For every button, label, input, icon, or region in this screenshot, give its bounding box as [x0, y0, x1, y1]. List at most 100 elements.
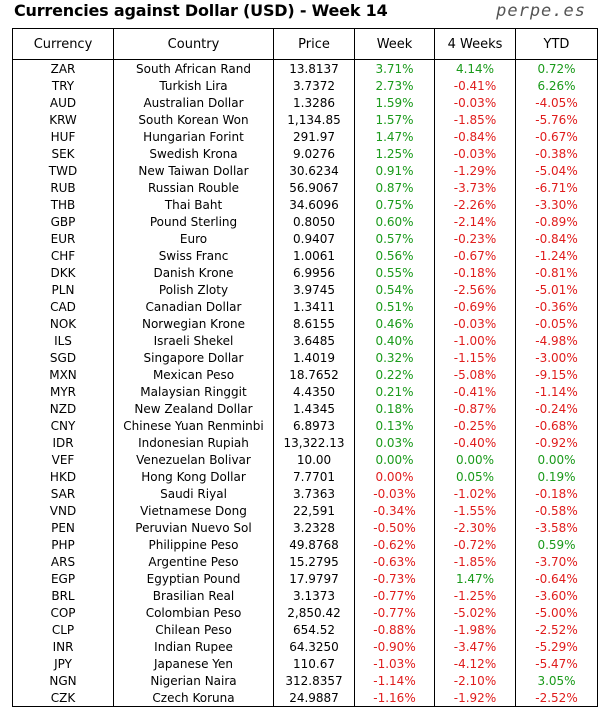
cell-4-weeks: -3.47% — [434, 638, 516, 655]
cell-price: 0.9407 — [273, 230, 355, 247]
cell-week: 0.00% — [354, 468, 435, 485]
cell-price: 1.0061 — [273, 247, 355, 264]
cell-currency: JPY — [12, 655, 114, 672]
cell-week: 1.25% — [354, 145, 435, 162]
cell-currency: ARS — [12, 553, 114, 570]
cell-country: Chilean Peso — [113, 621, 274, 638]
cell-currency: PHP — [12, 536, 114, 553]
cell-4-weeks: -1.85% — [434, 553, 516, 570]
cell-price: 30.6234 — [273, 162, 355, 179]
cell-currency: RUB — [12, 179, 114, 196]
cell-week: -0.77% — [354, 604, 435, 621]
cell-week: -0.50% — [354, 519, 435, 536]
cell-price: 3.7372 — [273, 77, 355, 94]
cell-week: -1.03% — [354, 655, 435, 672]
table-row: TRY Turkish Lira 3.7372 2.73% -0.41% 6.26% — [12, 77, 598, 94]
cell-price: 8.6155 — [273, 315, 355, 332]
cell-currency: EGP — [12, 570, 114, 587]
cell-4-weeks: -5.08% — [434, 366, 516, 383]
cell-price: 312.8357 — [273, 672, 355, 689]
cell-ytd: -3.58% — [515, 519, 598, 536]
cell-country: Argentine Peso — [113, 553, 274, 570]
cell-4-weeks: 1.47% — [434, 570, 516, 587]
cell-week: -0.62% — [354, 536, 435, 553]
table-row: JPY Japanese Yen 110.67 -1.03% -4.12% -5.47% — [12, 655, 598, 672]
cell-currency: CAD — [12, 298, 114, 315]
cell-4-weeks: -0.18% — [434, 264, 516, 281]
cell-currency: ZAR — [12, 59, 114, 77]
table-row: ILS Israeli Shekel 3.6485 0.40% -1.00% -4.98% — [12, 332, 598, 349]
cell-country: Euro — [113, 230, 274, 247]
cell-ytd: -3.60% — [515, 587, 598, 604]
cell-4-weeks: -1.92% — [434, 689, 516, 707]
cell-price: 1.4345 — [273, 400, 355, 417]
table-row: VEF Venezuelan Bolivar 10.00 0.00% 0.00% 0.00… — [12, 451, 598, 468]
cell-currency: NGN — [12, 672, 114, 689]
cell-ytd: -5.04% — [515, 162, 598, 179]
cell-price: 13,322.13 — [273, 434, 355, 451]
cell-currency: COP — [12, 604, 114, 621]
cell-country: Pound Sterling — [113, 213, 274, 230]
cell-currency: BRL — [12, 587, 114, 604]
cell-currency: HKD — [12, 468, 114, 485]
cell-price: 3.2328 — [273, 519, 355, 536]
table-row: INR Indian Rupee 64.3250 -0.90% -3.47% -5.29% — [12, 638, 598, 655]
cell-4-weeks: -1.25% — [434, 587, 516, 604]
cell-ytd: -5.01% — [515, 281, 598, 298]
cell-currency: IDR — [12, 434, 114, 451]
cell-price: 6.8973 — [273, 417, 355, 434]
cell-4-weeks: -1.55% — [434, 502, 516, 519]
table-row: COP Colombian Peso 2,850.42 -0.77% -5.02% -5.… — [12, 604, 598, 621]
cell-4-weeks: -2.56% — [434, 281, 516, 298]
table-row: CHF Swiss Franc 1.0061 0.56% -0.67% -1.24% — [12, 247, 598, 264]
cell-week: -0.73% — [354, 570, 435, 587]
cell-price: 3.7363 — [273, 485, 355, 502]
cell-4-weeks: 0.00% — [434, 451, 516, 468]
cell-currency: SGD — [12, 349, 114, 366]
cell-4-weeks: -0.40% — [434, 434, 516, 451]
cell-price: 1.3411 — [273, 298, 355, 315]
cell-currency: AUD — [12, 94, 114, 111]
cell-country: Egyptian Pound — [113, 570, 274, 587]
cell-price: 9.0276 — [273, 145, 355, 162]
table-row: IDR Indonesian Rupiah 13,322.13 0.03% -0.40%… — [12, 434, 598, 451]
cell-week: 0.91% — [354, 162, 435, 179]
table-row: CNY Chinese Yuan Renminbi 6.8973 0.13% -0.25… — [12, 417, 598, 434]
cell-4-weeks: -3.73% — [434, 179, 516, 196]
table-row: VND Vietnamese Dong 22,591 -0.34% -1.55% -0.5… — [12, 502, 598, 519]
cell-ytd: -5.76% — [515, 111, 598, 128]
table-row: SGD Singapore Dollar 1.4019 0.32% -1.15% -3.0… — [12, 349, 598, 366]
cell-week: 0.57% — [354, 230, 435, 247]
cell-4-weeks: -2.30% — [434, 519, 516, 536]
column-header-country: Country — [113, 28, 274, 60]
table-row: THB Thai Baht 34.6096 0.75% -2.26% -3.30% — [12, 196, 598, 213]
page-title: Currencies against Dollar (USD) - Week 1… — [14, 1, 388, 20]
cell-currency: INR — [12, 638, 114, 655]
cell-ytd: -0.38% — [515, 145, 598, 162]
table-row: MXN Mexican Peso 18.7652 0.22% -5.08% -9.15% — [12, 366, 598, 383]
cell-ytd: -0.18% — [515, 485, 598, 502]
cell-price: 24.9887 — [273, 689, 355, 707]
cell-week: 3.71% — [354, 59, 435, 77]
cell-price: 6.9956 — [273, 264, 355, 281]
cell-week: 0.13% — [354, 417, 435, 434]
column-header-week: Week — [354, 28, 435, 60]
cell-country: Saudi Riyal — [113, 485, 274, 502]
cell-country: Hungarian Forint — [113, 128, 274, 145]
cell-country: Indian Rupee — [113, 638, 274, 655]
cell-price: 3.9745 — [273, 281, 355, 298]
cell-currency: CHF — [12, 247, 114, 264]
cell-ytd: -0.89% — [515, 213, 598, 230]
cell-price: 0.8050 — [273, 213, 355, 230]
cell-ytd: -1.24% — [515, 247, 598, 264]
cell-week: 0.55% — [354, 264, 435, 281]
cell-country: Thai Baht — [113, 196, 274, 213]
cell-week: 0.54% — [354, 281, 435, 298]
cell-price: 17.9797 — [273, 570, 355, 587]
table-row: CLP Chilean Peso 654.52 -0.88% -1.98% -2.52% — [12, 621, 598, 638]
cell-currency: KRW — [12, 111, 114, 128]
cell-price: 1.4019 — [273, 349, 355, 366]
cell-4-weeks: -1.00% — [434, 332, 516, 349]
cell-ytd: -6.71% — [515, 179, 598, 196]
cell-currency: HUF — [12, 128, 114, 145]
